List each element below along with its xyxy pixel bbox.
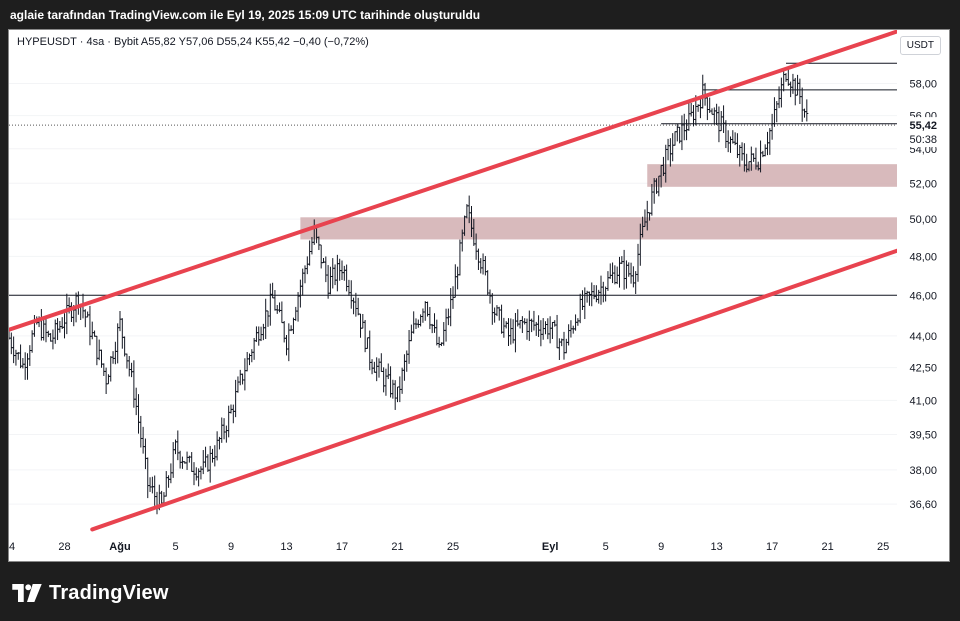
- time-tick-label: 25: [877, 541, 889, 553]
- last-price-box-bg: [899, 117, 947, 148]
- price-tick-label: 50,00: [909, 214, 937, 226]
- channel-upper-line[interactable]: [9, 30, 899, 332]
- time-tick-label: 9: [658, 541, 664, 553]
- price-chart[interactable]: 58,0056,0054,0052,0050,0048,0046,0044,00…: [9, 30, 949, 561]
- time-tick-label: Eyl: [542, 541, 559, 553]
- footer-bar: TradingView: [0, 562, 960, 621]
- price-tick-label: 58,00: [909, 79, 937, 91]
- top-caption-bar: aglaie tarafından TradingView.com ile Ey…: [0, 0, 960, 28]
- tradingview-logo-icon: [12, 584, 42, 602]
- time-tick-label: 25: [447, 541, 459, 553]
- price-tick-label: 38,00: [909, 465, 937, 477]
- price-tick-label: 36,60: [909, 499, 937, 511]
- brand-name: TradingView: [49, 581, 169, 604]
- price-axis[interactable]: 58,0056,0054,0052,0050,0048,0046,0044,00…: [897, 30, 949, 561]
- channel-lines[interactable]: [9, 30, 899, 532]
- time-tick-label: 13: [280, 541, 292, 553]
- currency-button[interactable]: USDT: [899, 36, 941, 55]
- candles: [9, 68, 809, 515]
- time-tick-label: 17: [336, 541, 348, 553]
- price-tick-label: 48,00: [909, 251, 937, 263]
- channel-lower-line[interactable]: [90, 248, 899, 532]
- time-tick-label: 9: [228, 541, 234, 553]
- time-tick-label: 5: [172, 541, 178, 553]
- price-tick-label: 41,00: [909, 395, 937, 407]
- time-axis-background: [9, 532, 949, 561]
- last-price-box: 55,42 50:38: [899, 117, 947, 148]
- bar-countdown: 50:38: [909, 134, 937, 146]
- time-tick-label: 17: [766, 541, 778, 553]
- zones: [300, 164, 897, 240]
- symbol-info: HYPEUSDT · 4sa · Bybit A55,82 Y57,06 D55…: [17, 36, 369, 48]
- price-tick-label: 52,00: [909, 178, 937, 190]
- price-tick-label: 42,50: [909, 363, 937, 375]
- time-axis[interactable]: 24 28 Ağu 5 9 13 17 21 25 Eyl 5 9 13 17 21 25: [9, 532, 949, 561]
- tradingview-logo[interactable]: TradingView: [12, 582, 169, 604]
- time-tick-label: 28: [58, 541, 70, 553]
- support-zone[interactable]: [300, 217, 897, 240]
- price-tick-label: 39,50: [909, 429, 937, 441]
- time-tick-label: 21: [822, 541, 834, 553]
- price-tick-label: 44,00: [909, 331, 937, 343]
- time-tick-label: 5: [603, 541, 609, 553]
- chart-caption: aglaie tarafından TradingView.com ile Ey…: [10, 8, 481, 22]
- time-tick-label: 21: [391, 541, 403, 553]
- last-price-value: 55,42: [909, 120, 937, 132]
- time-tick-label: 24: [9, 541, 15, 553]
- chart-panel[interactable]: 58,00 56,00 54,00 52,00 50,00 48,00 46,00 44,00…: [8, 29, 950, 562]
- time-tick-label: Ağu: [109, 541, 130, 553]
- time-tick-label: 13: [711, 541, 723, 553]
- support-zone[interactable]: [647, 164, 897, 187]
- price-tick-label: 46,00: [909, 290, 937, 302]
